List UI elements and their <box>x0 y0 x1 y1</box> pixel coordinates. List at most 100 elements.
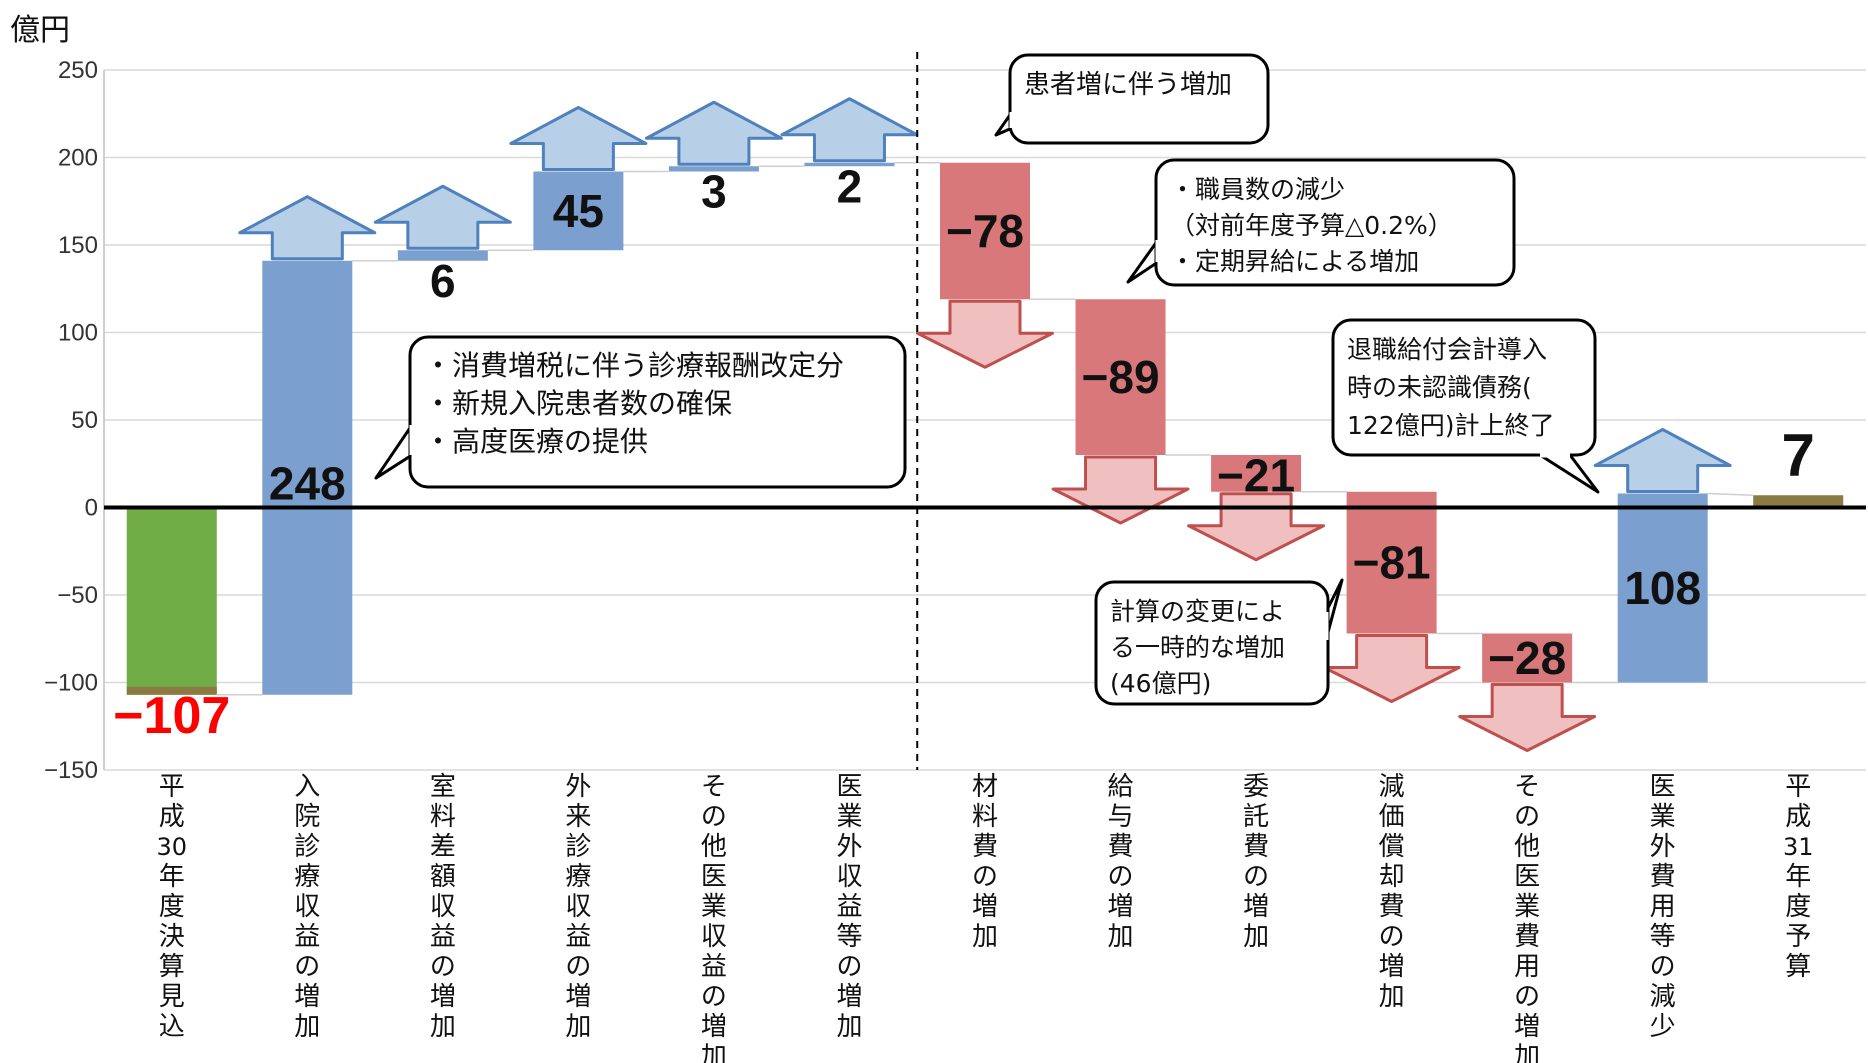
category-char: そ <box>1514 772 1540 802</box>
data-label: −107 <box>113 687 230 745</box>
category-char: 収 <box>294 892 320 922</box>
bar <box>940 162 1030 300</box>
category-char: 他 <box>701 832 727 862</box>
category-char: 益 <box>565 922 591 952</box>
category-char: 加 <box>972 922 998 952</box>
category-char: 業 <box>701 892 727 922</box>
callout-staff: ・職員数の減少 （対前年度予算△0.2%） ・定期昇給による増加 <box>1126 158 1516 287</box>
category-char: 増 <box>1108 892 1134 922</box>
callout-box <box>408 335 907 489</box>
category-char: 料 <box>972 802 998 832</box>
callout-line: ・高度医療の提供 <box>424 425 648 458</box>
category-char: 業 <box>836 802 862 832</box>
category-char: 外 <box>1650 832 1676 862</box>
bar <box>1753 495 1844 508</box>
category-char: 増 <box>1514 1012 1540 1042</box>
down-arrow-icon <box>1458 683 1597 752</box>
callout-box <box>1008 53 1270 145</box>
category-char: 増 <box>1379 952 1405 982</box>
category-char: 差 <box>430 832 456 862</box>
category-char: 年 <box>159 862 185 892</box>
category-char: 等 <box>836 922 862 952</box>
category-char: 度 <box>1785 892 1811 922</box>
bar <box>126 507 217 695</box>
category-digit: 31 <box>1783 833 1814 861</box>
bar <box>804 162 895 167</box>
up-arrow-icon <box>373 184 512 250</box>
category-char: 減 <box>1379 772 1405 802</box>
category-char: 費 <box>972 832 998 862</box>
category-char: 増 <box>565 982 591 1012</box>
up-arrow-icon <box>780 97 919 163</box>
category-char: 増 <box>430 982 456 1012</box>
bar <box>1482 633 1573 683</box>
bar <box>1617 493 1708 683</box>
data-label: −81 <box>1353 537 1431 589</box>
bar <box>1075 299 1166 455</box>
callout-inpatient: ・消費増税に伴う診療報酬改定分・新規入院患者数の確保・高度医療の提供 <box>374 335 907 489</box>
data-label: 248 <box>269 458 346 510</box>
y-axis-unit-label: 億円 <box>10 13 70 48</box>
category-char: 減 <box>1650 982 1676 1012</box>
down-arrow-icon <box>1051 455 1190 525</box>
category-char: 成 <box>1785 802 1811 832</box>
bar <box>668 166 759 172</box>
category-char: 加 <box>1243 922 1269 952</box>
y-axis-ticks: 250 200 150 100 50 0 −50 −100 −150 <box>44 57 98 784</box>
category-char: 増 <box>1243 892 1269 922</box>
y-tick-label: −50 <box>57 582 98 609</box>
category-char: の <box>836 952 862 982</box>
callout-box <box>1154 158 1516 287</box>
data-label: −21 <box>1217 449 1295 501</box>
y-tick-label: −100 <box>44 670 98 697</box>
category-char: の <box>1379 922 1405 952</box>
category-char: 加 <box>1379 982 1405 1012</box>
category-char: 度 <box>159 892 185 922</box>
category-char: 決 <box>159 922 185 952</box>
category-char: 費 <box>1379 892 1405 922</box>
category-char: の <box>1243 862 1269 892</box>
category-char: 収 <box>836 862 862 892</box>
category-char: 加 <box>1108 922 1134 952</box>
category-char: 療 <box>294 862 320 892</box>
category-char: 成 <box>159 802 185 832</box>
callout-line: ・職員数の減少 <box>1170 175 1345 204</box>
y-tick-label: 250 <box>58 57 98 84</box>
data-label: −89 <box>1082 351 1160 403</box>
category-char: 収 <box>430 892 456 922</box>
category-char: の <box>701 802 727 832</box>
category-char: 来 <box>565 802 591 832</box>
category-char: 与 <box>1108 802 1134 832</box>
data-label: 2 <box>837 160 863 212</box>
category-char: 平 <box>159 772 185 802</box>
category-char: 益 <box>701 952 727 982</box>
category-char: 診 <box>294 832 320 862</box>
data-label: −28 <box>1488 632 1566 684</box>
category-char: 価 <box>1379 802 1405 832</box>
data-label: 3 <box>701 166 727 218</box>
category-char: 委 <box>1243 772 1269 802</box>
category-char: の <box>565 952 591 982</box>
category-char: 費 <box>1243 832 1269 862</box>
down-arrow-icon <box>1187 492 1326 562</box>
callout-tail <box>994 111 1014 137</box>
up-arrow-icon <box>1593 428 1732 493</box>
category-char: 加 <box>701 1042 727 1063</box>
category-char: 加 <box>294 1012 320 1042</box>
data-label: 6 <box>430 255 456 307</box>
category-char: 却 <box>1379 862 1405 892</box>
category-char: 加 <box>1514 1042 1540 1063</box>
category-char: 加 <box>836 1012 862 1042</box>
callout-line: 退職給付会計導入 <box>1347 335 1547 364</box>
y-tick-label: 50 <box>71 407 98 434</box>
category-char: 増 <box>972 892 998 922</box>
category-char: 医 <box>1514 862 1540 892</box>
